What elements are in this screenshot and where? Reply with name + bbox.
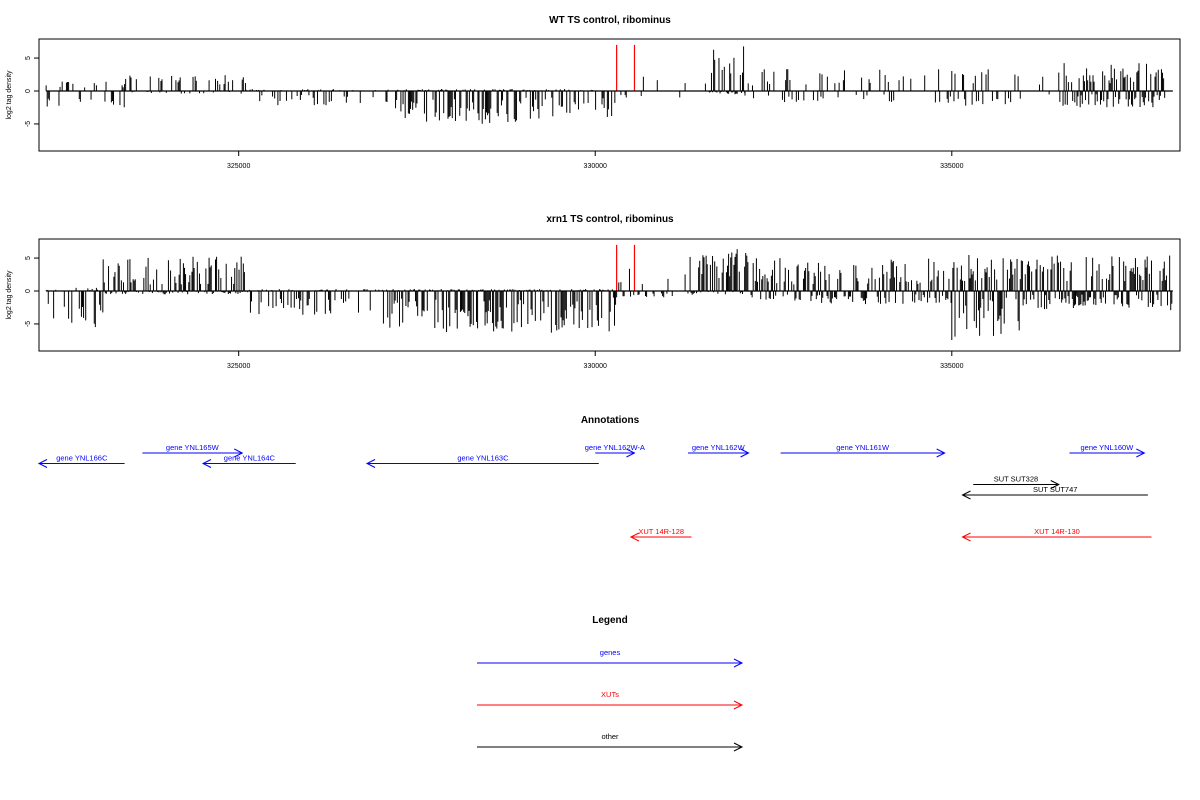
annotation-feature: gene YNL161W (780, 443, 946, 458)
y-axis-label-wt: log2 tag density (6, 70, 13, 120)
x-tick-label: 335000 (940, 163, 963, 170)
annotation-features: gene YNL166C gene YNL165W gene YNL164C gene… (37, 443, 1152, 542)
feature-label: gene YNL160W (1080, 443, 1134, 452)
legend-label: genes (600, 648, 621, 657)
arrow-head (733, 742, 744, 752)
legend-panel: Legend genes XUTs other (477, 615, 744, 752)
panel-title-xrn1: xrn1 TS control, ribominus (546, 214, 674, 225)
arrow-head (740, 448, 750, 458)
y-tick-label: -5 (25, 321, 32, 327)
arrow-head (1050, 480, 1060, 489)
legend-item: other (477, 732, 744, 752)
legend-label: XUTs (601, 690, 619, 699)
annotation-feature: gene YNL165W (142, 443, 244, 458)
panel-title-wt: WT TS control, ribominus (549, 15, 671, 26)
feature-label: gene YNL163C (457, 454, 509, 463)
annotation-feature: XUT 14R-128 (629, 527, 692, 542)
legend-items: genes XUTs other (477, 648, 744, 752)
arrow-head (626, 448, 636, 458)
feature-label: gene YNL161W (836, 443, 890, 452)
y-axis-label-xrn1: log2 tag density (6, 270, 13, 320)
arrow-head (961, 490, 971, 500)
arrow-head (1136, 448, 1146, 458)
plot-frame-wt (38, 38, 1181, 152)
track-panel-wt: WT TS control, ribominus 325000 330000 335… (6, 15, 1181, 170)
legend-item: XUTs (477, 690, 744, 710)
y-tick-label: 5 (25, 256, 32, 260)
arrow-head (201, 459, 212, 468)
y-tick-label: 0 (25, 89, 32, 93)
bar-series-wt (45, 46, 1166, 124)
annotation-feature: SUT SUT747 (961, 485, 1148, 500)
arrow-head (936, 448, 946, 458)
annotation-feature: XUT 14R-130 (961, 527, 1152, 542)
x-tick-label: 330000 (584, 163, 607, 170)
legend-label: other (601, 732, 619, 741)
feature-label: XUT 14R-130 (1034, 527, 1080, 536)
feature-label: gene YNL166C (56, 454, 108, 463)
y-tick-label: -5 (25, 121, 32, 127)
legend-item: genes (477, 648, 744, 668)
feature-label: gene YNL164C (224, 454, 276, 463)
arrow-head (234, 448, 244, 458)
arrow-head (733, 658, 744, 668)
annotation-feature: gene YNL160W (1069, 443, 1146, 458)
x-tick-label: 330000 (584, 363, 607, 370)
axes-xrn1: 325000 330000 335000 5 0 -5 (25, 256, 1173, 370)
x-tick-label: 325000 (227, 363, 250, 370)
track-panel-xrn1: xrn1 TS control, ribominus 325000 330000 3… (6, 214, 1181, 370)
feature-label: SUT SUT328 (994, 475, 1038, 484)
x-tick-label: 325000 (227, 163, 250, 170)
bar-series-xrn1 (45, 249, 1173, 341)
x-tick-label: 335000 (940, 363, 963, 370)
arrow-head (733, 700, 744, 710)
arrow-head (961, 532, 971, 542)
arrow-head (629, 532, 640, 542)
annotation-feature: SUT SUT328 (973, 475, 1060, 489)
plot-frame-xrn1 (38, 238, 1181, 352)
annotation-feature: gene YNL164C (201, 454, 296, 468)
annotations-title: Annotations (581, 415, 640, 426)
legend-title: Legend (592, 615, 628, 626)
y-tick-label: 5 (25, 56, 32, 60)
highlight-marks-xrn1 (616, 244, 636, 291)
feature-label: XUT 14R-128 (638, 527, 684, 536)
y-tick-label: 0 (25, 289, 32, 293)
annotation-feature: gene YNL162W-A (585, 443, 645, 458)
annotation-feature: gene YNL163C (365, 454, 599, 468)
axes-wt: 325000 330000 335000 5 0 -5 (25, 56, 1173, 170)
annotation-feature: gene YNL166C (37, 454, 125, 468)
feature-label: SUT SUT747 (1033, 485, 1077, 494)
feature-label: gene YNL162W (692, 443, 746, 452)
annotation-feature: gene YNL162W (687, 443, 750, 458)
feature-label: gene YNL162W-A (585, 443, 645, 452)
feature-label: gene YNL165W (166, 443, 220, 452)
arrow-head (365, 459, 376, 468)
arrow-head (37, 459, 48, 468)
highlight-marks-wt (616, 44, 636, 91)
